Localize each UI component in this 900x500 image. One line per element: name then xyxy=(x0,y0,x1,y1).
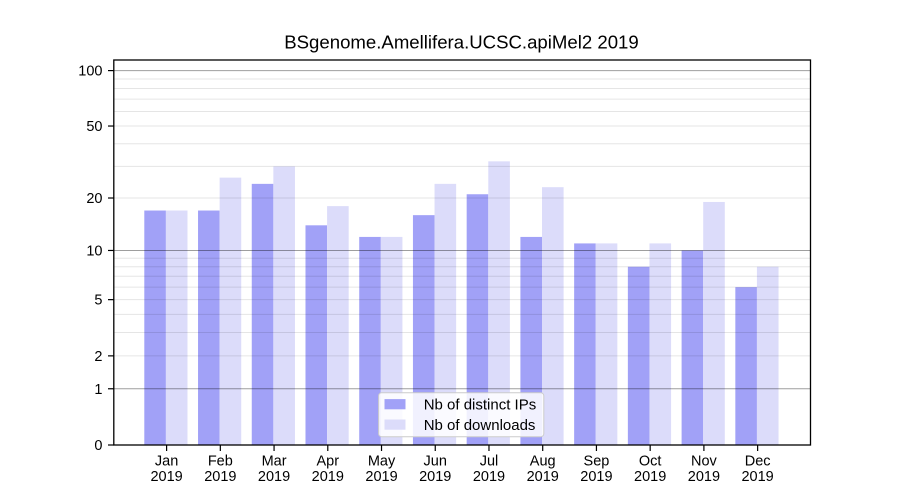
svg-text:5: 5 xyxy=(94,293,102,309)
svg-text:2019: 2019 xyxy=(741,469,773,485)
svg-text:Jun: Jun xyxy=(424,454,447,470)
svg-text:2019: 2019 xyxy=(204,469,236,485)
svg-text:20: 20 xyxy=(86,191,102,207)
svg-text:Jan: Jan xyxy=(155,454,178,470)
svg-text:2019: 2019 xyxy=(634,469,666,485)
svg-text:2019: 2019 xyxy=(580,469,612,485)
svg-text:2019: 2019 xyxy=(527,469,559,485)
svg-text:2019: 2019 xyxy=(473,469,505,485)
svg-text:Nb of distinct IPs: Nb of distinct IPs xyxy=(424,396,537,413)
svg-text:1: 1 xyxy=(94,382,102,398)
svg-text:Feb: Feb xyxy=(208,454,233,470)
svg-text:Oct: Oct xyxy=(639,454,662,470)
svg-text:50: 50 xyxy=(86,119,102,135)
svg-text:Nov: Nov xyxy=(691,454,718,470)
svg-text:Jul: Jul xyxy=(480,454,499,470)
svg-text:Apr: Apr xyxy=(317,454,340,470)
svg-text:2019: 2019 xyxy=(419,469,451,485)
svg-text:2019: 2019 xyxy=(688,469,720,485)
svg-text:100: 100 xyxy=(78,64,102,80)
svg-text:0: 0 xyxy=(94,438,102,454)
svg-text:2: 2 xyxy=(94,349,102,365)
svg-text:2019: 2019 xyxy=(150,469,182,485)
svg-text:2019: 2019 xyxy=(365,469,397,485)
svg-text:2019: 2019 xyxy=(258,469,290,485)
svg-text:Sep: Sep xyxy=(584,454,610,470)
svg-text:2019: 2019 xyxy=(312,469,344,485)
svg-text:Nb of downloads: Nb of downloads xyxy=(424,417,536,434)
svg-text:10: 10 xyxy=(86,244,102,260)
svg-text:BSgenome.Amellifera.UCSC.apiMe: BSgenome.Amellifera.UCSC.apiMel2 2019 xyxy=(284,31,639,52)
svg-text:Dec: Dec xyxy=(745,454,771,470)
svg-text:Mar: Mar xyxy=(262,454,287,470)
svg-text:May: May xyxy=(368,454,396,470)
svg-text:Aug: Aug xyxy=(530,454,556,470)
